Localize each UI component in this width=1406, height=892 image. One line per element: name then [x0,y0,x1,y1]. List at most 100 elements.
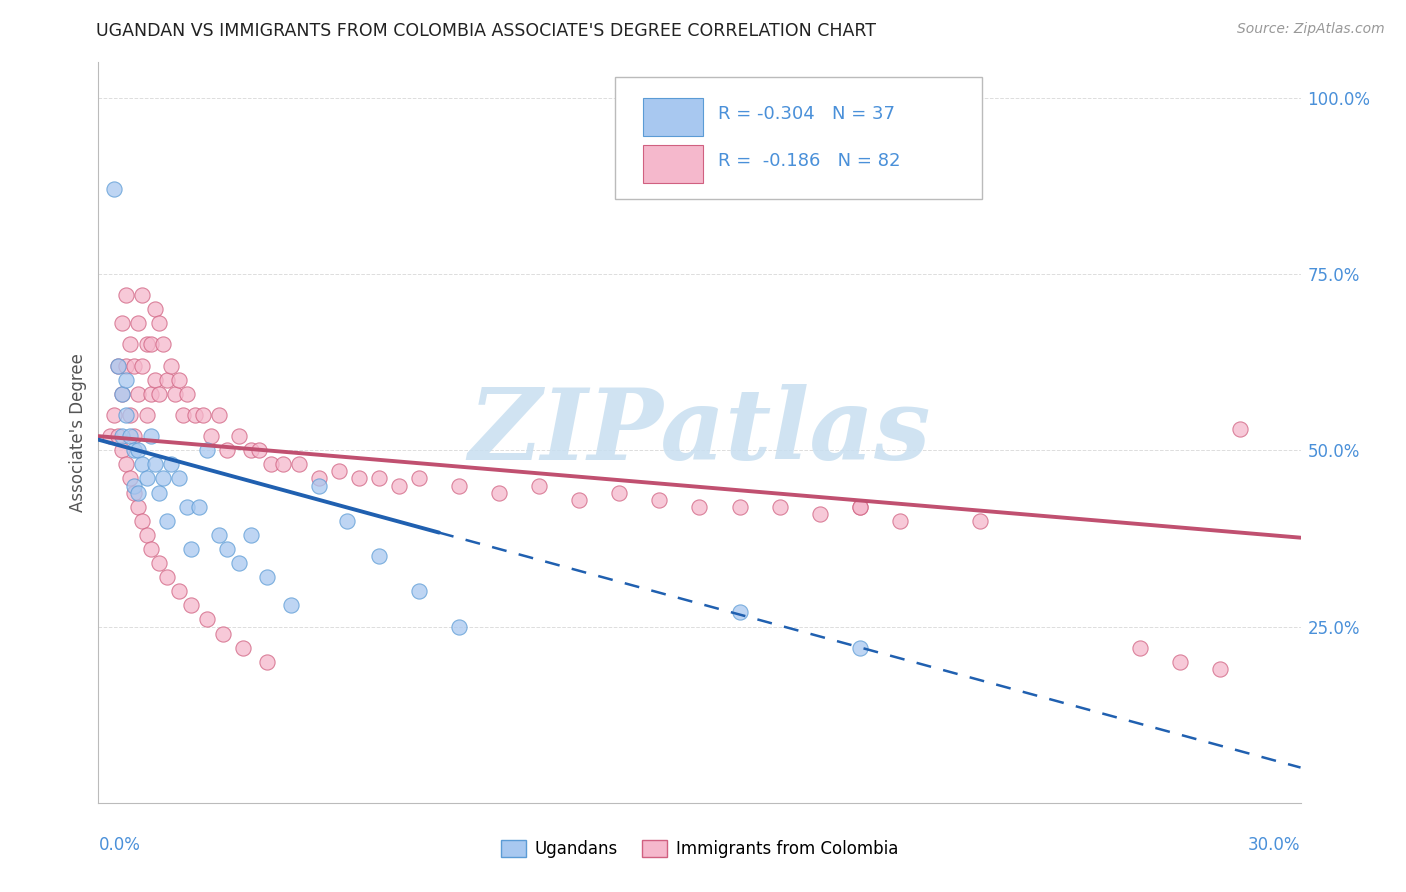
Point [769,500,792,514]
Point [195,612,218,626]
Point [408,471,430,485]
Point [139,387,162,401]
Point [124,429,146,443]
Y-axis label: Associate's Degree: Associate's Degree [69,353,87,512]
Point [124,359,146,373]
Point [155,570,177,584]
Point [183,408,205,422]
FancyBboxPatch shape [643,98,703,136]
Point [208,408,231,422]
Point [128,316,150,330]
Point [120,471,142,485]
Text: Source: ZipAtlas.com: Source: ZipAtlas.com [1237,22,1385,37]
Point [148,556,170,570]
Point [228,429,250,443]
Point [347,471,370,485]
Point [447,478,470,492]
Point [139,541,162,556]
Point [111,443,134,458]
Point [308,471,330,485]
Point [368,471,391,485]
Point [176,500,198,514]
Point [131,288,153,302]
Point [408,584,430,599]
Point [107,359,129,373]
Point [115,359,138,373]
Point [128,500,150,514]
Point [148,316,170,330]
Point [239,528,262,542]
Point [128,387,150,401]
Point [368,549,391,563]
Point [232,640,254,655]
Text: 0.0%: 0.0% [98,836,141,855]
Point [280,599,302,613]
Point [167,584,190,599]
Text: R =  -0.186   N = 82: R = -0.186 N = 82 [717,152,900,169]
Point [120,408,142,422]
Point [128,485,150,500]
Legend: Ugandans, Immigrants from Colombia: Ugandans, Immigrants from Colombia [494,833,905,865]
Point [167,373,190,387]
Point [152,337,174,351]
Text: ZIPatlas: ZIPatlas [468,384,931,481]
Point [336,514,359,528]
Point [111,316,134,330]
Point [148,387,170,401]
Point [1209,662,1232,676]
Point [159,359,181,373]
Point [808,507,831,521]
Point [191,408,214,422]
Point [969,514,991,528]
Point [256,570,278,584]
Point [155,514,177,528]
Point [568,492,591,507]
Point [135,528,157,542]
Point [135,471,157,485]
Point [728,500,751,514]
Point [128,443,150,458]
Point [111,387,134,401]
Point [488,485,510,500]
Text: 30.0%: 30.0% [1249,836,1301,855]
Point [260,458,283,472]
Point [211,626,233,640]
Point [103,408,125,422]
Point [388,478,411,492]
Point [148,485,170,500]
Point [124,478,146,492]
Point [529,478,551,492]
Point [195,443,218,458]
Point [328,464,350,478]
Point [107,359,129,373]
Point [1170,655,1192,669]
Point [308,478,330,492]
Point [124,485,146,500]
FancyBboxPatch shape [616,78,981,200]
Point [288,458,311,472]
Point [115,458,138,472]
Point [152,471,174,485]
Text: UGANDAN VS IMMIGRANTS FROM COLOMBIA ASSOCIATE'S DEGREE CORRELATION CHART: UGANDAN VS IMMIGRANTS FROM COLOMBIA ASSO… [96,22,876,40]
Point [849,640,872,655]
Point [689,500,711,514]
Point [849,500,872,514]
Point [271,458,294,472]
FancyBboxPatch shape [643,145,703,183]
Point [172,408,194,422]
Point [208,528,231,542]
Point [143,373,166,387]
Point [200,429,222,443]
Text: R = -0.304   N = 37: R = -0.304 N = 37 [717,105,894,123]
Point [143,302,166,317]
Point [176,387,198,401]
Point [115,373,138,387]
Point [135,408,157,422]
Point [247,443,270,458]
Point [143,458,166,472]
Point [139,337,162,351]
Point [111,429,134,443]
Point [115,288,138,302]
Point [100,429,122,443]
Point [215,541,238,556]
